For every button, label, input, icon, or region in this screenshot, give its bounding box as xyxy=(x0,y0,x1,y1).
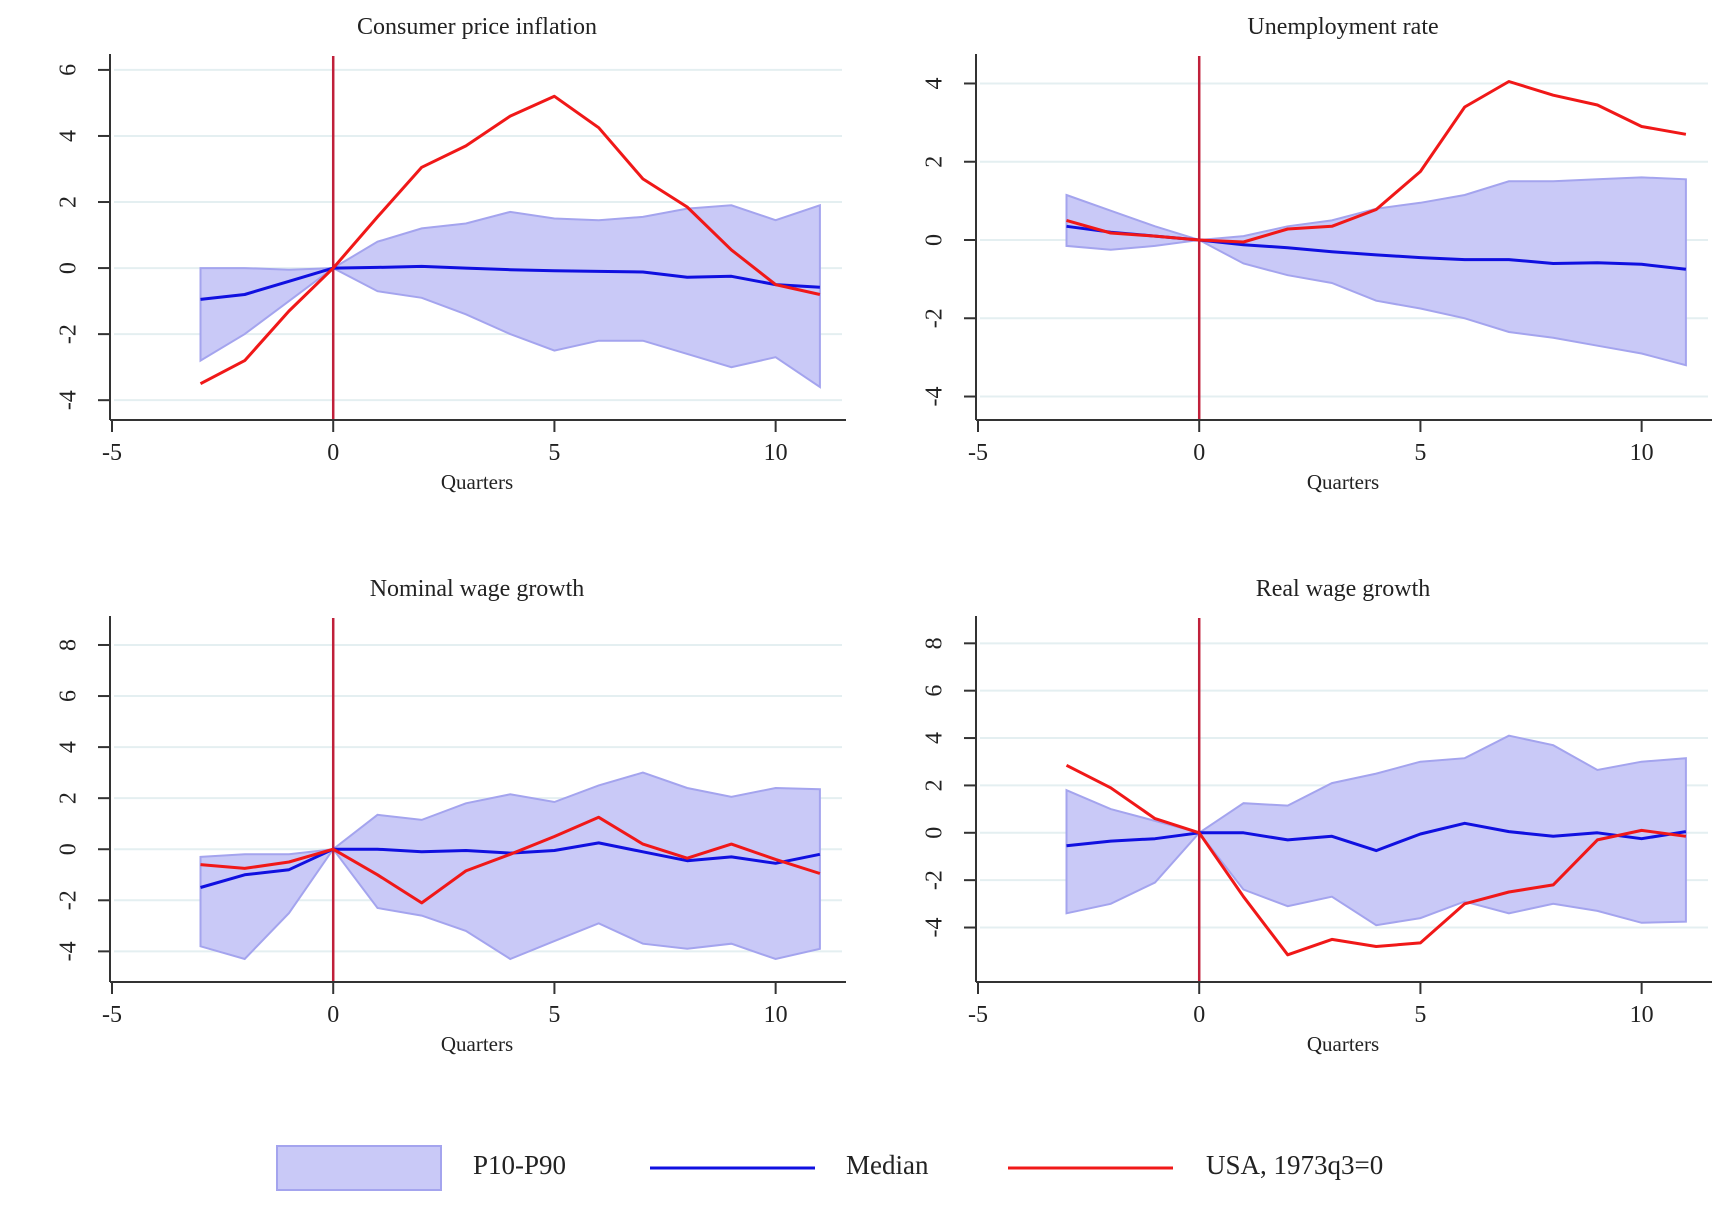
y-tick-label: -2 xyxy=(922,870,948,890)
legend-label-median: Median xyxy=(846,1150,929,1180)
chart-panel-4: -4 -2 0 2 4 6 8 -5 0 5 10 Real wage growth Quarters xyxy=(922,576,1712,1056)
chart-panel-3: -4 -2 0 2 4 6 8 -5 0 5 10 Nominal wage growth Quarte… xyxy=(56,576,846,1056)
x-tick-label: 0 xyxy=(1193,440,1205,466)
y-tick-label: 0 xyxy=(56,262,82,274)
x-tick-label: 5 xyxy=(1414,440,1426,466)
y-tick-label: 8 xyxy=(56,639,82,651)
y-tick-label: -4 xyxy=(922,387,948,407)
y-tick-label: 0 xyxy=(922,827,948,839)
x-tick-label: 0 xyxy=(1193,1002,1205,1028)
x-tick-label: 0 xyxy=(327,440,339,466)
chart-panel-1: -4 -2 0 2 4 6 -5 0 5 10 Consumer price inflation Qu… xyxy=(56,14,846,494)
p10-p90-band xyxy=(1065,734,1687,927)
p10-p90-band xyxy=(1065,176,1687,367)
y-tick-label: 6 xyxy=(922,685,948,697)
x-axis-label: Quarters xyxy=(1307,470,1379,494)
y-tick-label: -4 xyxy=(56,390,82,410)
y-tick-label: 6 xyxy=(56,64,82,76)
y-tick-label: 2 xyxy=(922,779,948,791)
panel-title: Real wage growth xyxy=(1256,576,1431,602)
y-tick-label: -2 xyxy=(922,308,948,328)
x-tick-label: 10 xyxy=(764,1002,788,1028)
x-axis-label: Quarters xyxy=(441,470,513,494)
x-tick-label: 0 xyxy=(327,1002,339,1028)
y-tick-label: -2 xyxy=(56,890,82,910)
panel-title: Unemployment rate xyxy=(1247,14,1438,40)
x-tick-label: -5 xyxy=(968,1002,988,1028)
y-tick-label: 0 xyxy=(922,234,948,246)
x-tick-label: 10 xyxy=(1630,1002,1654,1028)
legend: P10-P90 Median USA, 1973q3=0 xyxy=(276,1145,1383,1191)
panel-title: Consumer price inflation xyxy=(357,14,597,40)
legend-label-band: P10-P90 xyxy=(473,1150,566,1180)
y-tick-label: 4 xyxy=(56,741,82,753)
y-tick-label: -2 xyxy=(56,324,82,344)
usa-line xyxy=(200,815,821,905)
x-tick-label: 10 xyxy=(1630,440,1654,466)
x-axis-label: Quarters xyxy=(441,1032,513,1056)
y-tick-label: 2 xyxy=(922,156,948,168)
median-line xyxy=(1066,821,1687,853)
y-tick-label: 2 xyxy=(56,196,82,208)
usa-line xyxy=(1065,763,1687,957)
x-tick-label: 10 xyxy=(764,440,788,466)
y-tick-label: 8 xyxy=(922,637,948,649)
x-tick-label: -5 xyxy=(102,440,122,466)
x-axis-label: Quarters xyxy=(1307,1032,1379,1056)
y-tick-label: 0 xyxy=(56,843,82,855)
x-tick-label: -5 xyxy=(968,440,988,466)
panel-title: Nominal wage growth xyxy=(370,576,585,602)
usa-line xyxy=(199,94,821,386)
x-tick-label: 5 xyxy=(548,440,560,466)
y-tick-label: 4 xyxy=(922,732,948,744)
usa-line xyxy=(1066,80,1687,244)
legend-swatch-band xyxy=(276,1145,442,1191)
legend-label-usa: USA, 1973q3=0 xyxy=(1206,1150,1383,1180)
p10-p90-band xyxy=(199,203,821,389)
x-tick-label: 5 xyxy=(1414,1002,1426,1028)
y-tick-label: -4 xyxy=(56,941,82,961)
y-tick-label: 2 xyxy=(56,792,82,804)
chart-panel-2: -4 -2 0 2 4 -5 0 5 10 Unemployment rate Quarters xyxy=(922,14,1712,494)
x-tick-label: 5 xyxy=(548,1002,560,1028)
y-tick-label: 6 xyxy=(56,690,82,702)
p10-p90-band xyxy=(199,771,821,961)
y-tick-label: 4 xyxy=(56,130,82,142)
median-line xyxy=(200,264,820,301)
y-tick-label: -4 xyxy=(922,918,948,938)
x-tick-label: -5 xyxy=(102,1002,122,1028)
y-tick-label: 4 xyxy=(922,77,948,89)
